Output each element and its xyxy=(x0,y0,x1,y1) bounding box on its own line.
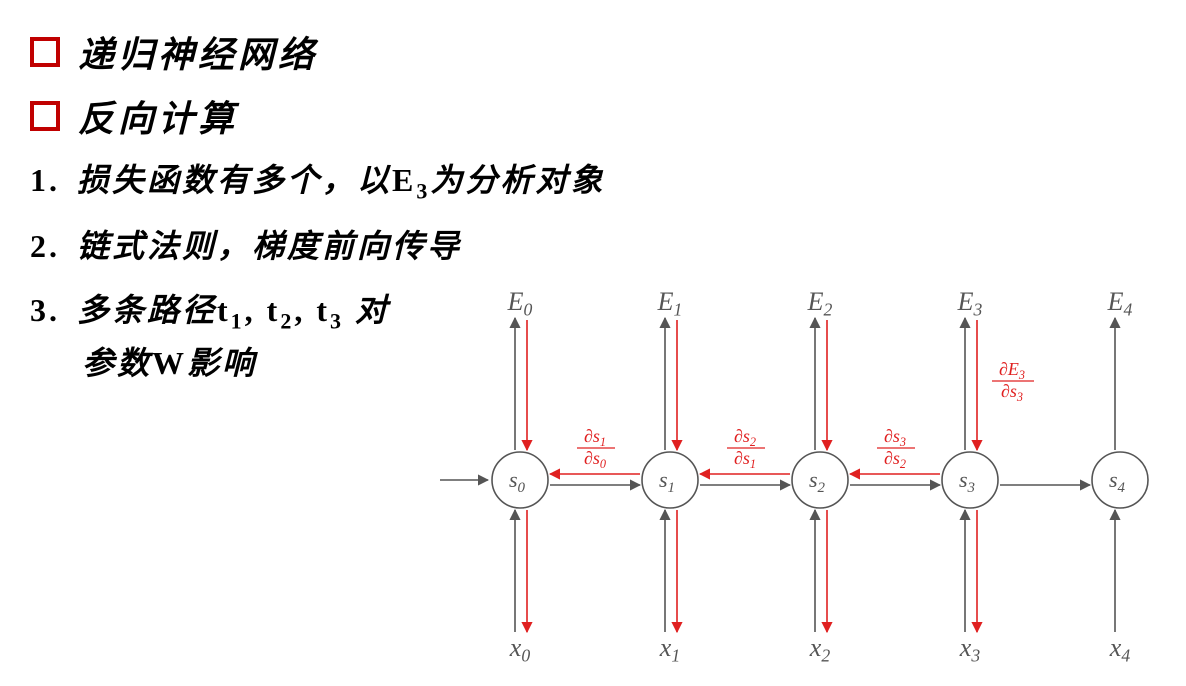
item3-number: 3. xyxy=(30,292,71,328)
item1-text-a: 损失函数有多个，以 xyxy=(77,162,392,198)
item3-t1: t xyxy=(217,292,231,328)
item3-t1-sub: 1 xyxy=(231,308,245,333)
svg-text:x0: x0 xyxy=(509,633,531,666)
svg-text:x1: x1 xyxy=(659,633,680,666)
item3-line2-a: 参数 xyxy=(82,345,152,381)
item3-line2: 参数W影响 xyxy=(30,345,257,381)
svg-text:∂s2: ∂s2 xyxy=(884,448,906,471)
item3-text-b: 对 xyxy=(344,292,390,328)
svg-text:∂s3: ∂s3 xyxy=(884,426,906,449)
bullet-1-text: 递归神经网络 xyxy=(78,26,318,78)
svg-text:x2: x2 xyxy=(809,633,831,666)
item3-W: W xyxy=(152,345,187,381)
svg-text:∂s1: ∂s1 xyxy=(584,426,606,449)
svg-text:E2: E2 xyxy=(807,287,833,320)
svg-text:E4: E4 xyxy=(1107,287,1133,320)
item3-t2-sub: 2 xyxy=(280,308,294,333)
bullet-2-text: 反向计算 xyxy=(78,90,238,142)
svg-text:∂s0: ∂s0 xyxy=(584,448,606,471)
svg-text:E3: E3 xyxy=(957,287,983,320)
item1-E-sub: 3 xyxy=(416,178,430,203)
item3-t3: t xyxy=(316,292,330,328)
list-item-2: 2. 链式法则，梯度前向传导 xyxy=(30,222,1156,272)
bullet-1: 递归神经网络 xyxy=(30,26,1156,78)
item1-E: E xyxy=(392,162,416,198)
item1-number: 1. xyxy=(30,162,71,198)
item3-t3-sub: 3 xyxy=(330,308,344,333)
svg-text:E0: E0 xyxy=(507,287,533,320)
item3-comma2: , xyxy=(294,292,316,328)
item3-text-a: 多条路径 xyxy=(77,292,217,328)
rnn-bptt-diagram: E0s0x0E1s1x1E2s2x2E3s3x3E4s4x4∂s1∂s0∂s2∂… xyxy=(430,280,1186,680)
svg-text:∂s2: ∂s2 xyxy=(734,426,756,449)
bullet-2: 反向计算 xyxy=(30,90,1156,142)
svg-text:x3: x3 xyxy=(959,633,981,666)
checkbox-icon xyxy=(30,37,60,67)
item1-text-b: 为分析对象 xyxy=(430,162,605,198)
svg-text:x4: x4 xyxy=(1109,633,1131,666)
item2-text: 链式法则，梯度前向传导 xyxy=(77,228,462,264)
item2-number: 2. xyxy=(30,228,71,264)
item3-comma1: , xyxy=(245,292,267,328)
list-item-3: 3. 多条路径t1, t2, t3 对 参数W影响 xyxy=(30,286,460,388)
checkbox-icon xyxy=(30,101,60,131)
list-item-1: 1. 损失函数有多个，以E3为分析对象 xyxy=(30,156,1156,208)
svg-text:∂E3: ∂E3 xyxy=(999,359,1025,382)
svg-text:∂s1: ∂s1 xyxy=(734,448,756,471)
svg-text:E1: E1 xyxy=(657,287,683,320)
svg-text:∂s3: ∂s3 xyxy=(1001,381,1023,404)
item3-line2-b: 影响 xyxy=(187,345,257,381)
slide: 递归神经网络 反向计算 1. 损失函数有多个，以E3为分析对象 2. 链式法则，… xyxy=(0,0,1186,686)
item3-t2: t xyxy=(267,292,281,328)
